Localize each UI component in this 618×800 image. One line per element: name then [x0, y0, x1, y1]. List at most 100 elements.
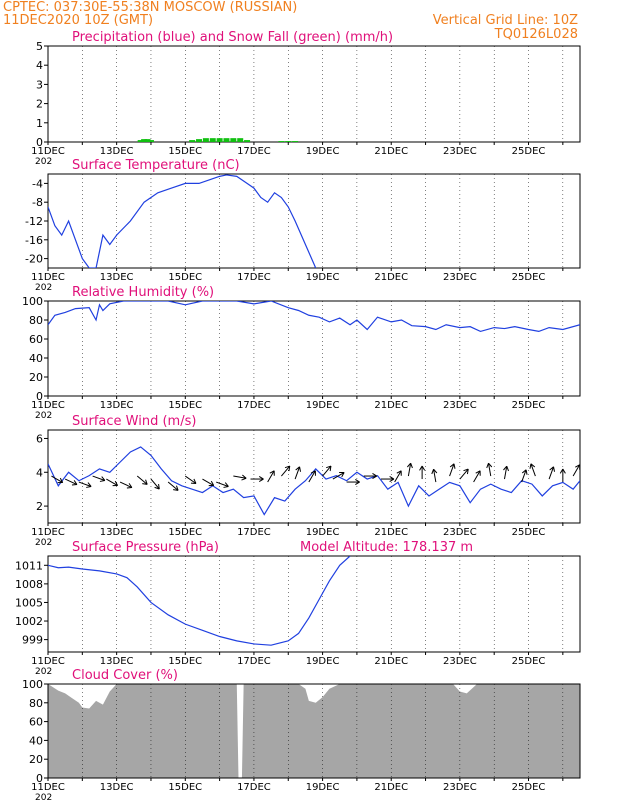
- precip-title: Precipitation (blue) and Snow Fall (gree…: [72, 30, 393, 45]
- pressure-line: [48, 556, 351, 646]
- y-tick-label: 80: [29, 314, 43, 327]
- x-tick-label: 15DEC: [168, 782, 202, 793]
- snowfall-bar: [244, 140, 251, 142]
- y-tick-label: 4: [36, 466, 43, 479]
- y-tick-label: 80: [29, 697, 43, 710]
- year-label: 202: [35, 667, 52, 677]
- x-tick-label: 17DEC: [237, 782, 271, 793]
- y-tick-label: 0: [36, 772, 43, 785]
- snowfall-bar: [209, 138, 216, 142]
- wind-arrow: [64, 478, 78, 486]
- x-tick-label: 19DEC: [306, 272, 340, 283]
- wind-arrow: [267, 470, 275, 483]
- y-tick-label: 40: [29, 734, 43, 747]
- wind-arrow: [106, 478, 119, 487]
- model-altitude-label: Model Altitude: 178.137 m: [300, 540, 473, 555]
- x-tick-label: 23DEC: [443, 782, 477, 793]
- wind-frame: [47, 429, 581, 524]
- rh-frame: [47, 300, 581, 397]
- rh-title: Relative Humidity (%): [72, 285, 214, 300]
- x-tick-label: 11DEC: [31, 146, 65, 157]
- wind-arrow: [51, 475, 64, 484]
- x-tick-label: 11DEC: [31, 782, 65, 793]
- precip-panel: Precipitation (blue) and Snow Fall (gree…: [31, 30, 581, 167]
- x-tick-label: 21DEC: [374, 272, 408, 283]
- y-tick-label: 3: [36, 78, 43, 91]
- snowfall-bar: [202, 138, 209, 142]
- x-tick-label: 25DEC: [512, 527, 546, 538]
- y-tick-label: 1: [36, 117, 43, 130]
- x-tick-label: 11DEC: [31, 272, 65, 283]
- wind-line: [48, 446, 580, 516]
- snowfall-bar: [223, 138, 230, 142]
- snowfall-bar: [285, 141, 292, 142]
- x-tick-label: 11DEC: [31, 656, 65, 667]
- y-tick-label: 999: [22, 634, 43, 647]
- x-tick-label: 17DEC: [237, 656, 271, 667]
- y-tick-label: 0: [36, 136, 43, 149]
- x-tick-label: 13DEC: [100, 782, 134, 793]
- wind-arrow: [78, 481, 92, 488]
- wind-arrow: [202, 478, 215, 487]
- y-tick-label: 2: [36, 500, 43, 513]
- year-label: 202: [35, 157, 52, 167]
- wind-arrow: [521, 469, 528, 483]
- x-tick-label: 11DEC: [31, 527, 65, 538]
- snowfall-bar: [292, 141, 299, 142]
- y-tick-label: -8: [32, 196, 43, 209]
- snowfall-bar: [144, 139, 151, 142]
- year-label: 202: [35, 793, 52, 800]
- wind-arrow: [216, 481, 229, 488]
- x-tick-label: 25DEC: [512, 272, 546, 283]
- wind-arrow: [346, 479, 360, 486]
- x-tick-label: 13DEC: [100, 656, 134, 667]
- wind-title: Surface Wind (m/s): [72, 414, 196, 429]
- pressure-panel: Surface Pressure (hPa) Model Altitude: 17…: [15, 540, 581, 677]
- x-tick-label: 23DEC: [443, 272, 477, 283]
- x-tick-label: 23DEC: [443, 400, 477, 411]
- wind-arrow: [431, 468, 438, 483]
- x-tick-label: 15DEC: [168, 272, 202, 283]
- y-tick-label: 5: [36, 40, 43, 53]
- wind-arrow: [322, 465, 332, 477]
- wind-arrow: [167, 481, 179, 491]
- snowfall-bar: [196, 139, 203, 142]
- snowfall-bar: [216, 138, 223, 142]
- wind-arrow: [250, 476, 264, 483]
- y-tick-label: -20: [25, 253, 43, 266]
- x-tick-label: 17DEC: [237, 400, 271, 411]
- y-tick-label: 1008: [15, 578, 43, 591]
- wind-arrow: [459, 468, 469, 480]
- x-tick-label: 25DEC: [512, 782, 546, 793]
- x-tick-label: 21DEC: [374, 146, 408, 157]
- y-tick-label: -4: [32, 177, 43, 190]
- x-tick-label: 21DEC: [374, 400, 408, 411]
- y-tick-label: 2: [36, 98, 43, 111]
- x-tick-label: 15DEC: [168, 656, 202, 667]
- y-tick-label: 60: [29, 716, 43, 729]
- cloud-panel: Cloud Cover (%) 0 20 40 60 80 100 11DEC 13DEC 15D…: [22, 668, 581, 800]
- precip-frame: [47, 45, 581, 143]
- temp-panel: Surface Temperature (nC) -20 -16 -12 -8 -4 11D…: [25, 158, 581, 293]
- x-tick-label: 13DEC: [100, 527, 134, 538]
- x-tick-label: 19DEC: [306, 527, 340, 538]
- snowfall-bar: [137, 140, 144, 142]
- pressure-title: Surface Pressure (hPa): [72, 540, 219, 555]
- cloud-cover-area: [48, 684, 580, 778]
- wind-arrow: [308, 470, 316, 483]
- year-label: 202: [35, 411, 52, 421]
- y-tick-label: 6: [36, 432, 43, 445]
- header-model-code: TQ0126L028: [494, 27, 578, 42]
- x-tick-label: 19DEC: [306, 400, 340, 411]
- y-tick-label: 1005: [15, 596, 43, 609]
- snowfall-bar: [230, 138, 237, 142]
- wind-arrow: [380, 476, 395, 483]
- temp-title: Surface Temperature (nC): [72, 158, 240, 173]
- x-tick-label: 17DEC: [237, 527, 271, 538]
- x-tick-label: 21DEC: [374, 656, 408, 667]
- wind-arrow: [294, 466, 302, 480]
- year-label: 202: [35, 283, 52, 293]
- x-tick-label: 17DEC: [237, 146, 271, 157]
- y-tick-label: 100: [22, 295, 43, 308]
